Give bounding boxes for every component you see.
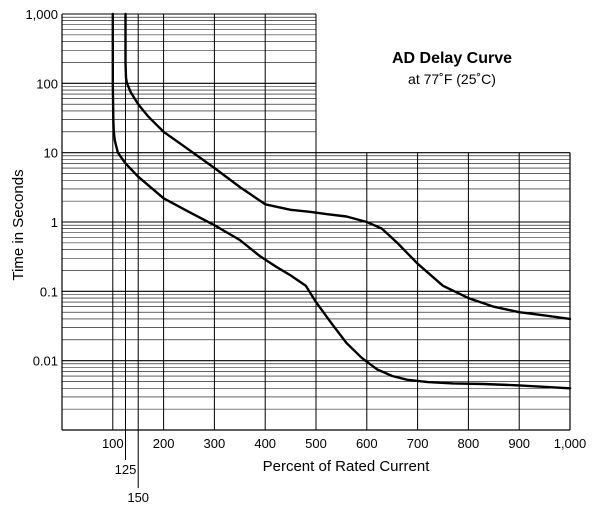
x-tick-label: 400	[254, 436, 276, 451]
x-tick-label: 800	[458, 436, 480, 451]
series-line-2	[124, 12, 572, 321]
chart-title: AD Delay Curve	[392, 50, 512, 67]
x-tick-label: 200	[153, 436, 175, 451]
x-tick-label: 700	[407, 436, 429, 451]
series-line-1	[111, 12, 572, 390]
tick-labels: 100 200 300 400 500 600 700 800 900 1,000 125 150 1,…	[25, 7, 586, 505]
y-tick-label: 1	[51, 215, 58, 230]
x-tick-label: 1,000	[554, 436, 587, 451]
x-tick-label: 300	[204, 436, 226, 451]
grid	[61, 13, 571, 488]
y-tick-label: 1,000	[25, 7, 58, 22]
curves	[111, 12, 572, 390]
y-tick-label: 10	[44, 146, 58, 161]
x-tick-label: 100	[102, 436, 124, 451]
x-axis-title: Percent of Rated Current	[263, 458, 431, 475]
y-tick-label: 0.1	[40, 284, 58, 299]
y-axis-title: Time in Seconds	[10, 169, 27, 280]
chart-subtitle: at 77˚F (25˚C)	[408, 71, 496, 87]
y-tick-label: 0.01	[33, 354, 58, 369]
x-tick-label: 600	[356, 436, 378, 451]
x-tick-label: 900	[508, 436, 530, 451]
x-tick-label: 125	[115, 462, 137, 477]
x-tick-label: 500	[305, 436, 327, 451]
y-tick-label: 100	[36, 76, 58, 91]
x-tick-label: 150	[127, 490, 149, 505]
